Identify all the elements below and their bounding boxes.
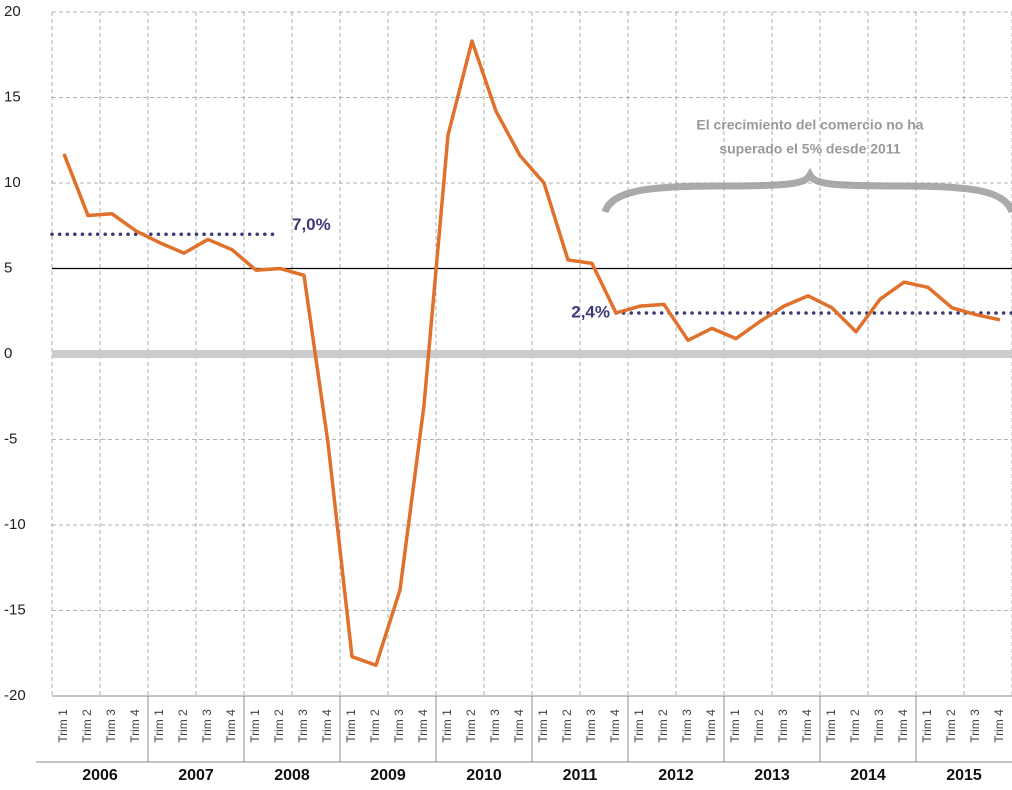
y-tick-label: -20 bbox=[4, 687, 26, 704]
x-tick-label: Trim 1 bbox=[152, 709, 166, 743]
year-label: 2009 bbox=[370, 767, 406, 784]
y-tick-label: -10 bbox=[4, 516, 26, 533]
x-tick-label: Trim 4 bbox=[608, 709, 622, 743]
x-tick-label: Trim 1 bbox=[56, 709, 70, 743]
year-label: 2011 bbox=[563, 767, 598, 784]
x-tick-label: Trim 3 bbox=[584, 709, 598, 743]
x-tick-label: Trim 1 bbox=[536, 709, 550, 743]
x-tick-label: Trim 4 bbox=[320, 709, 334, 743]
annotation: El crecimiento del comercio no ha bbox=[696, 117, 923, 133]
x-tick-label: Trim 2 bbox=[464, 709, 478, 743]
x-tick-label: Trim 3 bbox=[872, 709, 886, 743]
y-tick-label: 0 bbox=[4, 345, 12, 362]
year-label: 2012 bbox=[658, 767, 694, 784]
y-tick-label: 20 bbox=[4, 3, 21, 20]
brace bbox=[601, 167, 1012, 214]
x-tick-label: Trim 3 bbox=[104, 709, 118, 743]
year-label: 2010 bbox=[466, 767, 502, 784]
x-tick-label: Trim 4 bbox=[128, 709, 142, 743]
x-tick-label: Trim 3 bbox=[488, 709, 502, 743]
year-label: 2008 bbox=[274, 767, 310, 784]
x-tick-label: Trim 2 bbox=[656, 709, 670, 743]
x-tick-label: Trim 4 bbox=[512, 709, 526, 743]
x-tick-label: Trim 2 bbox=[368, 709, 382, 743]
x-tick-label: Trim 4 bbox=[704, 709, 718, 743]
x-tick-label: Trim 1 bbox=[344, 709, 358, 743]
x-tick-label: Trim 1 bbox=[920, 709, 934, 743]
x-tick-label: Trim 3 bbox=[392, 709, 406, 743]
y-tick-label: -5 bbox=[4, 430, 17, 447]
year-label: 2007 bbox=[178, 767, 214, 784]
reference-label: 2,4% bbox=[571, 302, 610, 321]
x-tick-label: Trim 4 bbox=[224, 709, 238, 743]
line-series bbox=[62, 39, 1001, 667]
x-tick-label: Trim 1 bbox=[248, 709, 262, 743]
x-tick-label: Trim 2 bbox=[176, 709, 190, 743]
y-tick-label: -15 bbox=[4, 601, 26, 618]
x-tick-label: Trim 2 bbox=[560, 709, 574, 743]
x-tick-label: Trim 1 bbox=[440, 709, 454, 743]
x-tick-label: Trim 3 bbox=[776, 709, 790, 743]
x-tick-label: Trim 3 bbox=[296, 709, 310, 743]
reference-label: 7,0% bbox=[292, 215, 331, 234]
y-tick-label: 15 bbox=[4, 88, 21, 105]
x-tick-label: Trim 3 bbox=[200, 709, 214, 743]
x-tick-label: Trim 4 bbox=[992, 709, 1006, 743]
x-tick-label: Trim 4 bbox=[416, 709, 430, 743]
x-tick-label: Trim 1 bbox=[728, 709, 742, 743]
grid bbox=[51, 11, 1012, 697]
x-tick-label: Trim 4 bbox=[896, 709, 910, 743]
annotation: superado el 5% desde 2011 bbox=[719, 141, 901, 157]
x-tick-label: Trim 2 bbox=[272, 709, 286, 743]
x-tick-label: Trim 1 bbox=[824, 709, 838, 743]
year-label: 2015 bbox=[946, 767, 982, 784]
x-tick-label: Trim 2 bbox=[944, 709, 958, 743]
x-tick-label: Trim 4 bbox=[800, 709, 814, 743]
x-tick-label: Trim 2 bbox=[80, 709, 94, 743]
x-tick-label: Trim 3 bbox=[968, 709, 982, 743]
x-tick-label: Trim 2 bbox=[848, 709, 862, 743]
x-tick-label: Trim 3 bbox=[680, 709, 694, 743]
year-label: 2014 bbox=[850, 767, 886, 784]
x-tick-label: Trim 1 bbox=[632, 709, 646, 743]
year-label: 2006 bbox=[82, 767, 118, 784]
y-tick-label: 10 bbox=[4, 174, 21, 191]
year-label: 2013 bbox=[754, 767, 790, 784]
y-tick-label: 5 bbox=[4, 259, 12, 276]
x-tick-label: Trim 2 bbox=[752, 709, 766, 743]
